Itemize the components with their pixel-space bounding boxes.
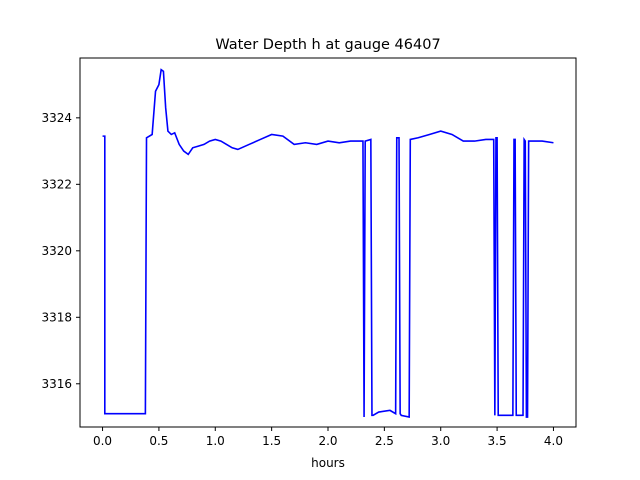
x-axis-label: hours [311, 456, 345, 470]
y-axis: 3316 3318 3320 3322 3324 [41, 111, 80, 391]
data-line [102, 68, 554, 419]
x-tick-label: 1.0 [206, 434, 225, 448]
x-tick-label: 0.5 [149, 434, 168, 448]
x-tick-label: 3.5 [488, 434, 507, 448]
chart-title: Water Depth h at gauge 46407 [215, 37, 440, 53]
y-tick-label: 3322 [41, 177, 72, 191]
y-tick-label: 3316 [41, 377, 72, 391]
x-tick-label: 0.0 [93, 434, 112, 448]
x-tick-label: 2.5 [375, 434, 394, 448]
y-tick-label: 3318 [41, 310, 72, 324]
x-tick-label: 4.0 [544, 434, 563, 448]
x-tick-label: 3.0 [431, 434, 450, 448]
y-tick-label: 3324 [41, 111, 72, 125]
x-tick-label: 2.0 [318, 434, 337, 448]
x-tick-label: 1.5 [262, 434, 281, 448]
x-axis: 0.0 0.5 1.0 1.5 2.0 2.5 3.0 3.5 4.0 [93, 427, 563, 448]
y-tick-label: 3320 [41, 244, 72, 258]
